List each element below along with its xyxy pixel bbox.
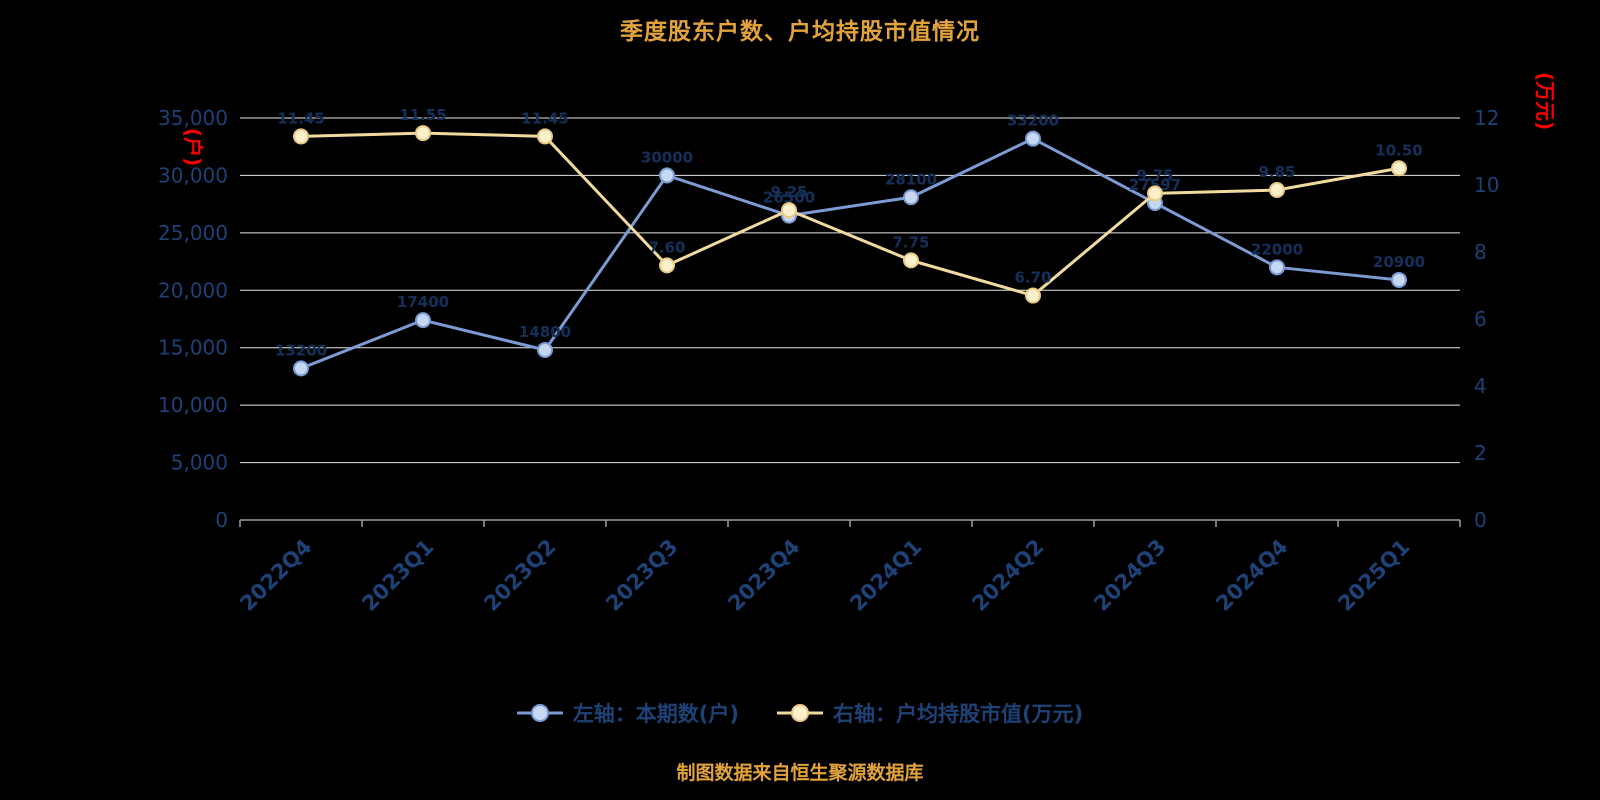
right-axis-tick-label: 10 (1474, 173, 1499, 197)
data-point-left[interactable] (1391, 271, 1407, 288)
point-label: 6.70 (1014, 269, 1051, 287)
x-axis-label: 2025Q1 (1333, 535, 1414, 616)
legend-item-right-axis-series[interactable]: 右轴：户均持股市值(万元) (777, 698, 1083, 728)
legend-label-right-axis: 右轴：户均持股市值(万元) (833, 702, 1084, 726)
chart-title: 季度股东户数、户均持股市值情况 (620, 19, 980, 45)
point-label: 11.45 (277, 109, 324, 127)
point-label: 11.55 (399, 106, 446, 124)
data-point-right[interactable] (537, 128, 553, 145)
series-line-right (299, 131, 1401, 298)
x-axis-label: 2024Q1 (845, 535, 926, 616)
point-label: 30000 (641, 148, 693, 166)
data-point-right[interactable] (781, 202, 797, 219)
left-axis-tick-label: 0 (215, 508, 228, 532)
x-axis-label: 2023Q2 (479, 535, 560, 616)
point-label: 11.45 (521, 109, 568, 127)
point-label: 9.25 (770, 183, 807, 201)
data-point-left[interactable] (1025, 130, 1041, 147)
right-axis-unit: (万元) (1533, 72, 1557, 130)
legend-marker-yellow-icon (777, 704, 823, 722)
data-point-left[interactable] (415, 312, 431, 329)
point-label: 7.75 (892, 233, 929, 251)
right-axis-tick-label: 6 (1474, 307, 1487, 331)
left-axis-tick-label: 30,000 (158, 163, 228, 187)
right-axis-tick-label: 8 (1474, 240, 1487, 264)
point-label: 14800 (519, 323, 571, 341)
left-axis-unit: (户) (181, 128, 205, 166)
point-label: 26500 (763, 189, 815, 207)
legend: 左轴：本期数(户) 右轴：户均持股市值(万元) (0, 698, 1600, 728)
right-axis-tick-label: 2 (1474, 441, 1487, 465)
point-label: 27597 (1129, 176, 1181, 194)
x-axis-label: 2023Q1 (357, 535, 438, 616)
point-label: 33200 (1007, 112, 1059, 130)
left-axis-tick-label: 15,000 (158, 336, 228, 360)
x-axis-label: 2024Q2 (967, 535, 1048, 616)
point-label: 22000 (1251, 240, 1303, 258)
legend-marker-blue-icon (516, 704, 563, 722)
series-line-left (299, 137, 1401, 370)
point-label: 7.60 (648, 238, 685, 256)
legend-item-left-axis-series[interactable]: 左轴：本期数(户) (516, 698, 739, 728)
data-point-right[interactable] (1269, 182, 1285, 199)
point-label: 28100 (885, 170, 937, 188)
right-axis-tick-label: 0 (1474, 508, 1487, 532)
x-axis-label: 2022Q4 (235, 535, 316, 616)
data-point-right[interactable] (1025, 287, 1041, 304)
left-axis-tick-label: 10,000 (158, 393, 228, 417)
left-axis-tick-label: 20,000 (158, 278, 228, 302)
left-axis-tick-label: 25,000 (158, 221, 228, 245)
data-point-right[interactable] (1391, 160, 1407, 177)
x-axis-label: 2024Q3 (1089, 535, 1170, 616)
legend-label-left-axis: 左轴：本期数(户) (572, 702, 739, 726)
data-point-right[interactable] (293, 128, 309, 145)
data-point-left[interactable] (659, 167, 675, 184)
data-point-right[interactable] (1147, 185, 1163, 202)
data-source-note: 制图数据来自恒生聚源数据库 (676, 762, 924, 784)
x-axis-label: 2023Q3 (601, 535, 682, 616)
data-point-right[interactable] (415, 125, 431, 142)
data-point-left[interactable] (293, 360, 309, 377)
point-label: 10.50 (1375, 141, 1422, 159)
data-point-left[interactable] (537, 342, 553, 359)
x-axis-label: 2024Q4 (1211, 535, 1292, 616)
point-label: 20900 (1373, 253, 1425, 271)
x-axis-label: 2023Q4 (723, 535, 804, 616)
point-label: 17400 (397, 293, 449, 311)
point-label: 9.85 (1258, 163, 1295, 181)
point-label: 13200 (275, 341, 327, 359)
data-point-right[interactable] (659, 257, 675, 274)
right-axis-tick-label: 4 (1474, 374, 1487, 398)
left-axis-tick-label: 35,000 (158, 106, 228, 130)
data-point-left[interactable] (1269, 259, 1285, 276)
right-axis-tick-label: 12 (1474, 106, 1499, 130)
data-point-right[interactable] (903, 252, 919, 269)
left-axis-tick-label: 5,000 (171, 451, 228, 475)
point-label: 9.75 (1136, 166, 1173, 184)
data-point-left[interactable] (903, 189, 919, 206)
